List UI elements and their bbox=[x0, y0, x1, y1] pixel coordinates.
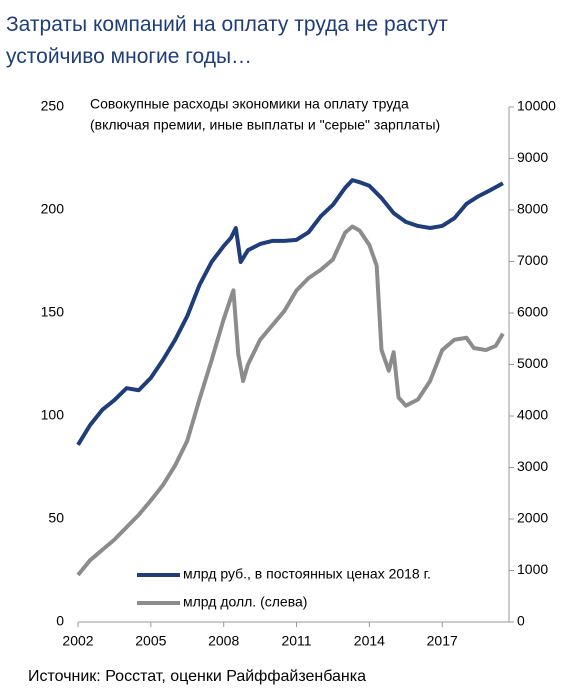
y2-tick-label: 0 bbox=[517, 613, 525, 629]
chart-title: устойчиво многие годы… bbox=[6, 45, 252, 68]
y2-tick-label: 2000 bbox=[517, 510, 548, 526]
y-tick-label: 100 bbox=[41, 407, 65, 423]
legend-label: млрд долл. (слева) bbox=[183, 594, 307, 610]
y-tick-label: 200 bbox=[41, 201, 65, 217]
x-tick-label: 2005 bbox=[135, 633, 166, 649]
y2-tick-label: 1000 bbox=[517, 561, 548, 577]
y2-tick-label: 10000 bbox=[517, 98, 556, 114]
x-tick-label: 2011 bbox=[281, 633, 311, 649]
x-tick-label: 2014 bbox=[354, 633, 385, 649]
legend-label: млрд руб., в постоянных ценах 2018 г. bbox=[183, 566, 431, 582]
y2-tick-label: 8000 bbox=[517, 201, 548, 217]
annotation: (включая премии, иные выплаты и "серые" … bbox=[90, 117, 440, 133]
annotation: Совокупные расходы экономики на оплату т… bbox=[90, 96, 409, 112]
y2-tick-label: 9000 bbox=[517, 149, 548, 165]
x-tick-label: 2002 bbox=[62, 633, 93, 649]
y-tick-label: 150 bbox=[41, 304, 65, 320]
source: Источник: Росстат, оценки Райффайзенбанк… bbox=[28, 668, 366, 685]
x-tick-label: 2008 bbox=[208, 633, 239, 649]
x-tick-label: 2017 bbox=[427, 633, 458, 649]
y2-tick-label: 4000 bbox=[517, 407, 548, 423]
chart-title: Затраты компаний на оплату труда не раст… bbox=[6, 13, 448, 36]
y2-tick-label: 7000 bbox=[517, 252, 548, 268]
series-line bbox=[76, 224, 505, 577]
y2-tick-label: 3000 bbox=[517, 458, 548, 474]
y2-tick-label: 6000 bbox=[517, 304, 548, 320]
y2-tick-label: 5000 bbox=[517, 355, 548, 371]
y-tick-label: 250 bbox=[41, 98, 65, 114]
series-line bbox=[76, 178, 504, 446]
y-tick-label: 0 bbox=[56, 613, 64, 629]
y-tick-label: 50 bbox=[48, 510, 64, 526]
